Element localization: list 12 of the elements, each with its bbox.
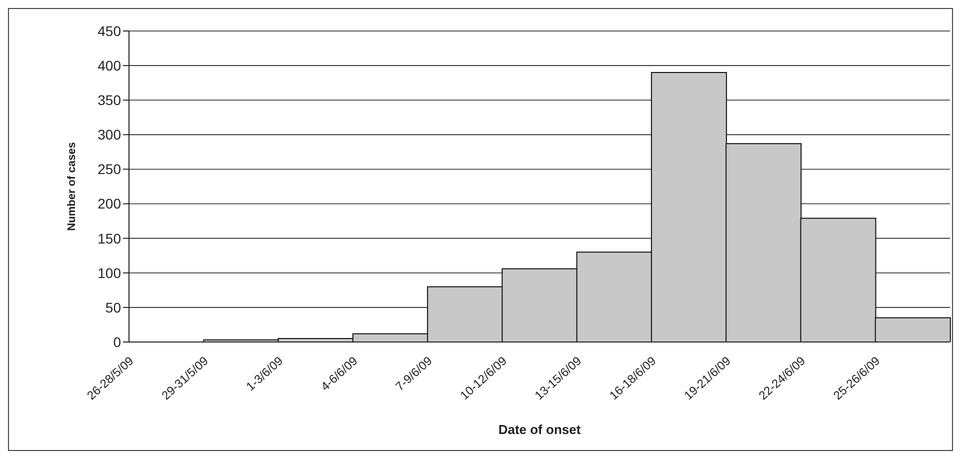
y-tick-label: 50 [105, 299, 122, 316]
y-tick-label: 450 [98, 22, 122, 39]
y-tick-label: 0 [113, 334, 122, 350]
x-axis-title: Date of onset [498, 422, 582, 437]
y-tick-label: 200 [98, 196, 122, 212]
y-tick-label: 100 [98, 264, 122, 281]
y-tick-label: 400 [98, 58, 122, 74]
y-tick-label: 250 [98, 161, 122, 178]
y-axis-title: Number of cases [66, 142, 78, 231]
y-tick-label: 300 [98, 126, 122, 143]
y-tick-label: 350 [98, 92, 122, 108]
y-tick-label: 150 [98, 230, 122, 246]
